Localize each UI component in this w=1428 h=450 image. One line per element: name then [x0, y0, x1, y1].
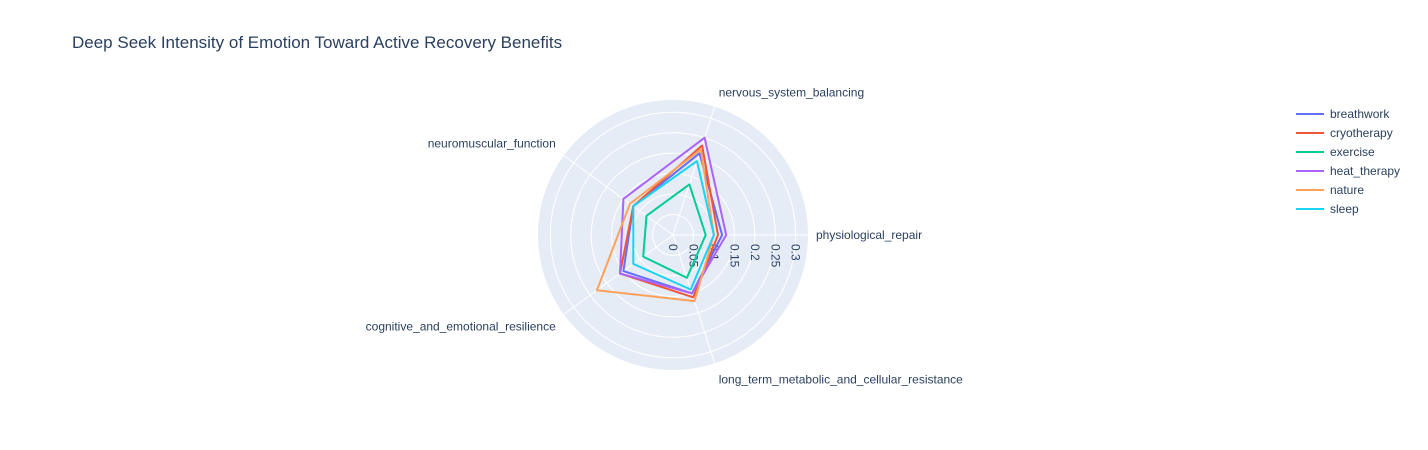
- radial-tick-label: 0.3: [789, 244, 803, 261]
- radial-tick-label: 0.2: [748, 244, 762, 261]
- legend-item-exercise[interactable]: exercise: [1296, 142, 1400, 161]
- legend-swatch: [1296, 207, 1324, 210]
- series-line-exercise: [642, 183, 707, 279]
- series-line-cryotherapy: [619, 144, 719, 299]
- series-line-heat-therapy: [619, 136, 728, 295]
- chart-title: Deep Seek Intensity of Emotion Toward Ac…: [72, 33, 563, 52]
- axis-label-nervous-system-balancing: nervous_system_balancing: [719, 86, 864, 100]
- legend-item-nature[interactable]: nature: [1296, 180, 1400, 199]
- axis-label-cognitive-and-emotional-resilience: cognitive_and_emotional_resilience: [366, 319, 556, 333]
- legend-label: heat_therapy: [1330, 163, 1401, 178]
- angular-gridline: [672, 106, 716, 236]
- radial-tick-label: 0.15: [727, 244, 741, 268]
- angular-gridline: [563, 234, 674, 315]
- angular-gridline: [672, 234, 716, 364]
- legend-swatch: [1296, 188, 1324, 191]
- legend-item-heat-therapy[interactable]: heat_therapy: [1296, 161, 1400, 180]
- legend-label: cryotherapy: [1330, 125, 1393, 140]
- angular-gridline: [563, 155, 674, 236]
- legend-swatch: [1296, 131, 1324, 134]
- radial-tick-label: 0.05: [686, 244, 700, 268]
- legend-label: nature: [1330, 182, 1365, 197]
- legend-label: exercise: [1330, 144, 1375, 159]
- series-line-nature: [595, 148, 715, 303]
- legend-swatch: [1296, 112, 1324, 115]
- axis-label-physiological-repair: physiological_repair: [816, 228, 922, 242]
- radial-tick-label: 0.25: [768, 244, 782, 268]
- legend-label: breathwork: [1330, 106, 1390, 121]
- legend-item-sleep[interactable]: sleep: [1296, 199, 1400, 218]
- legend-swatch: [1296, 169, 1324, 172]
- series-line-sleep: [632, 160, 715, 291]
- axis-label-neuromuscular-function: neuromuscular_function: [428, 137, 556, 151]
- legend-item-breathwork[interactable]: breathwork: [1296, 104, 1400, 123]
- legend: breathwork cryotherapy exercise heat_therap…: [1296, 104, 1400, 218]
- axis-label-long-term-metabolic-and-cellular-resistance: long_term_metabolic_and_cellular_resista…: [719, 372, 963, 386]
- legend-label: sleep: [1330, 201, 1359, 216]
- radial-tick-label: 0: [666, 244, 680, 251]
- legend-item-cryotherapy[interactable]: cryotherapy: [1296, 123, 1400, 142]
- legend-swatch: [1296, 150, 1324, 153]
